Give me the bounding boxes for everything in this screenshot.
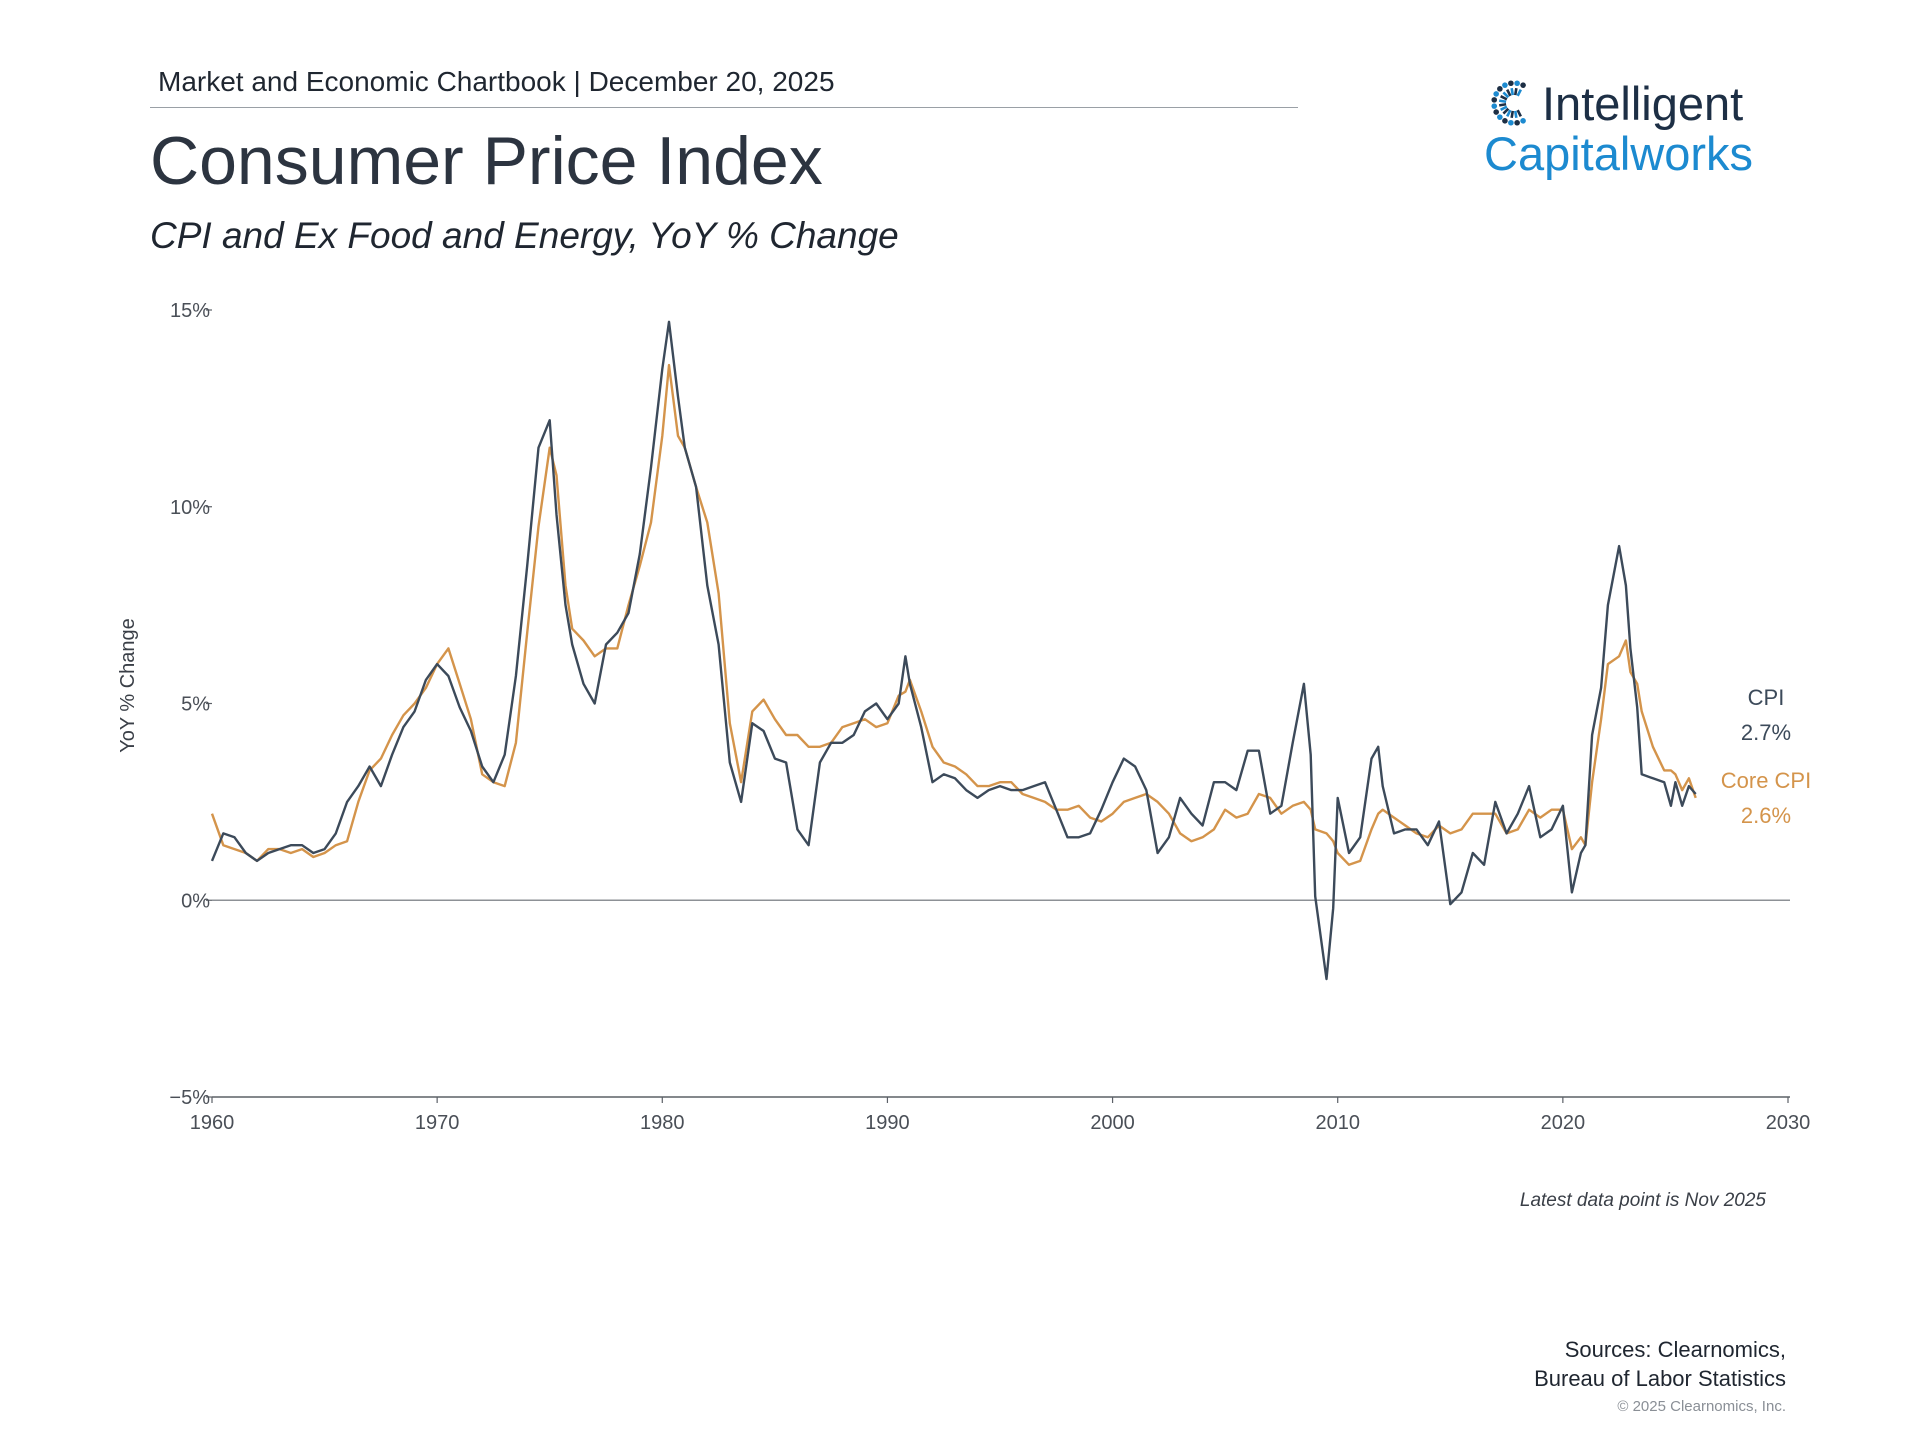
logo-dot bbox=[1497, 86, 1503, 92]
sources-line1: Sources: Clearnomics, bbox=[1564, 1337, 1786, 1362]
chartbook-header: Market and Economic Chartbook | December… bbox=[158, 66, 835, 97]
x-tick-label: 1960 bbox=[190, 1112, 235, 1134]
y-axis-label: YoY % Change bbox=[117, 618, 139, 753]
logo-ray bbox=[1500, 95, 1508, 101]
series-end-labels: CPI 2.7% Core CPI 2.6% bbox=[1721, 685, 1811, 828]
y-tick-label: 15% bbox=[170, 300, 210, 322]
series-line-core-cpi bbox=[210, 363, 1697, 866]
logo-dot bbox=[1502, 118, 1508, 124]
series-value-core-cpi: 2.6% bbox=[1741, 803, 1791, 828]
series-name-cpi: CPI bbox=[1748, 685, 1785, 710]
y-tick-label: 5% bbox=[181, 694, 210, 716]
sources-line2: Bureau of Labor Statistics bbox=[1534, 1366, 1786, 1391]
logo-ray bbox=[1498, 99, 1507, 104]
series-line-cpi bbox=[210, 320, 1697, 981]
logo-dot bbox=[1514, 119, 1520, 126]
logo-text-line2: Capitalworks bbox=[1484, 127, 1754, 180]
x-tick-label: 2010 bbox=[1315, 1112, 1360, 1134]
series-lines bbox=[210, 320, 1697, 981]
y-tick-label: 10% bbox=[170, 497, 210, 519]
page-title: Consumer Price Index bbox=[150, 123, 823, 199]
logo-dot bbox=[1502, 82, 1508, 88]
logo-ray bbox=[1516, 89, 1522, 97]
logo-ray bbox=[1510, 110, 1515, 119]
copyright-text: © 2025 Clearnomics, Inc. bbox=[1617, 1398, 1786, 1415]
logo-ray bbox=[1513, 87, 1518, 96]
logo-dot bbox=[1497, 114, 1503, 120]
x-tick-label: 2030 bbox=[1766, 1112, 1811, 1134]
company-logo: Intelligent Capitalworks bbox=[1484, 76, 1784, 184]
logo-ray bbox=[1516, 109, 1522, 117]
logo-dot bbox=[1491, 103, 1498, 109]
header-divider bbox=[150, 107, 1298, 108]
logo-ray bbox=[1498, 102, 1507, 107]
logo-text-line1: Intelligent bbox=[1542, 77, 1744, 130]
logo-burst-icon bbox=[1491, 80, 1526, 126]
x-tick-label: 1980 bbox=[640, 1112, 685, 1134]
latest-data-note: Latest data point is Nov 2025 bbox=[1519, 1190, 1766, 1211]
page-subtitle: CPI and Ex Food and Energy, YoY % Change bbox=[150, 215, 899, 256]
logo-dot bbox=[1508, 80, 1514, 87]
logo-ray bbox=[1510, 87, 1515, 96]
logo-ray bbox=[1502, 107, 1510, 115]
x-tick-label: 1970 bbox=[415, 1112, 460, 1134]
logo-ray bbox=[1502, 91, 1510, 99]
logo-dot bbox=[1520, 82, 1526, 88]
logo-ray bbox=[1500, 105, 1508, 111]
logo-dot bbox=[1491, 97, 1498, 103]
logo-ray bbox=[1506, 89, 1512, 97]
x-tick-label: 2020 bbox=[1541, 1112, 1586, 1134]
logo-dot bbox=[1508, 119, 1514, 126]
x-tick-label: 2000 bbox=[1090, 1112, 1135, 1134]
logo-dot bbox=[1493, 109, 1499, 115]
sources-text: Sources: Clearnomics, Bureau of Labor St… bbox=[1400, 1335, 1786, 1393]
logo-dot bbox=[1520, 118, 1526, 124]
y-tick-label: −5% bbox=[169, 1087, 210, 1109]
logo-dot bbox=[1514, 80, 1520, 87]
logo-ray bbox=[1513, 110, 1518, 119]
y-tick-label: 0% bbox=[181, 890, 210, 912]
y-axis: 15% 10% 5% 0% −5% YoY % Change bbox=[117, 300, 1790, 1109]
logo-ray bbox=[1506, 109, 1512, 117]
series-value-cpi: 2.7% bbox=[1741, 720, 1791, 745]
series-name-core-cpi: Core CPI bbox=[1721, 768, 1811, 793]
logo-dot bbox=[1493, 91, 1499, 97]
x-axis: 1960 1970 1980 1990 2000 2010 2020 2030 bbox=[190, 1096, 1811, 1134]
x-tick-label: 1990 bbox=[865, 1112, 910, 1134]
